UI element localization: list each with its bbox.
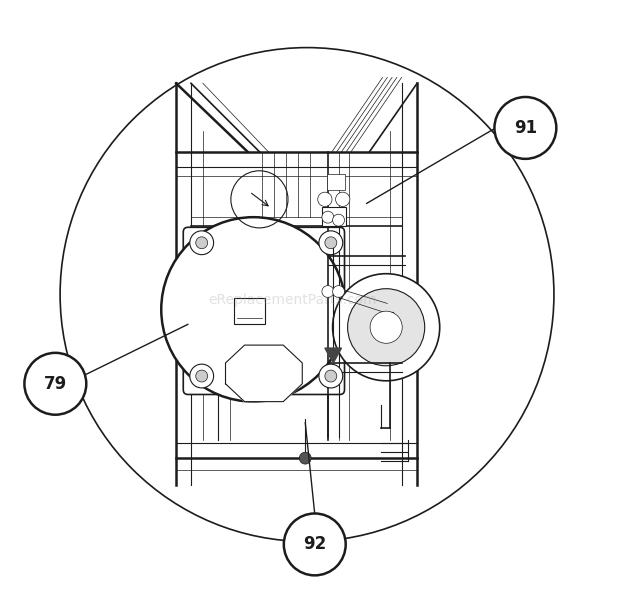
Text: 91: 91 [514,119,537,137]
Circle shape [196,237,208,249]
Circle shape [322,286,334,298]
Circle shape [348,289,425,366]
Circle shape [317,192,332,206]
Text: eReplacementParts.com: eReplacementParts.com [208,293,376,308]
Bar [234,298,265,324]
Circle shape [325,370,337,382]
Bar [327,174,345,190]
Circle shape [24,353,86,415]
Bar [322,207,346,226]
Circle shape [332,286,345,298]
Circle shape [494,97,556,159]
Circle shape [335,192,350,206]
Polygon shape [325,348,342,363]
Circle shape [325,237,337,249]
Circle shape [319,231,343,255]
FancyBboxPatch shape [184,227,345,394]
Circle shape [332,274,440,381]
Circle shape [319,364,343,388]
Polygon shape [226,345,303,402]
Circle shape [332,214,345,226]
Text: 79: 79 [44,375,67,393]
Circle shape [161,217,346,402]
Circle shape [370,311,402,343]
Text: 92: 92 [303,536,326,553]
Circle shape [190,364,214,388]
Circle shape [299,452,311,464]
Circle shape [196,370,208,382]
Circle shape [284,513,346,575]
Circle shape [322,211,334,223]
Circle shape [190,231,214,255]
